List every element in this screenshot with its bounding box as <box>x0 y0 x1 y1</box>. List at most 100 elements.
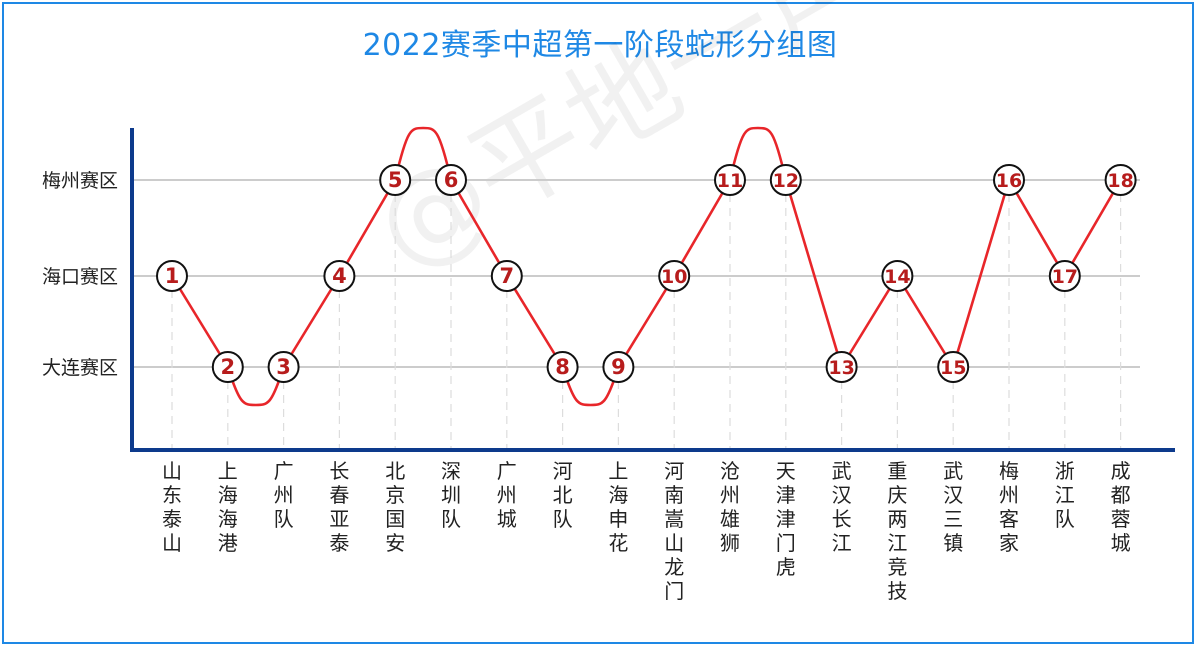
x-tick-char: 队 <box>1055 507 1075 531</box>
x-tick-char: 州 <box>999 483 1019 507</box>
x-tick-char: 庆 <box>887 483 907 507</box>
point-marker-13: 13 <box>825 351 858 383</box>
x-tick-char: 河 <box>664 459 684 483</box>
marker-circle <box>379 164 412 196</box>
x-tick-char: 州 <box>274 483 294 507</box>
x-tick-char: 城 <box>1111 531 1131 555</box>
x-tick-char: 队 <box>441 507 461 531</box>
x-tick-char: 武 <box>832 459 852 483</box>
x-tick-char: 海 <box>218 507 238 531</box>
x-tick-char: 北 <box>385 459 405 483</box>
x-tick-label: 深圳队 <box>441 459 461 531</box>
x-tick-char: 客 <box>999 507 1019 531</box>
x-tick-char: 龙 <box>664 555 684 579</box>
x-tick-char: 都 <box>1111 483 1131 507</box>
x-tick-label: 河北队 <box>553 459 573 531</box>
point-label: 14 <box>884 266 910 288</box>
point-label: 11 <box>717 170 743 192</box>
point-marker-11: 11 <box>714 164 746 196</box>
x-tick-char: 三 <box>943 507 963 531</box>
y-tick-label: 梅州赛区 <box>42 170 118 192</box>
x-tick-char: 雄 <box>720 507 740 531</box>
x-tick-char: 蓉 <box>1111 507 1131 531</box>
point-label: 9 <box>611 355 626 379</box>
x-tick-char: 国 <box>385 507 405 531</box>
point-marker-12: 12 <box>769 164 802 196</box>
point-marker-1: 1 <box>156 260 188 292</box>
x-tick-char: 广 <box>274 459 294 483</box>
x-tick-char: 家 <box>999 531 1019 555</box>
marker-circle <box>1104 164 1137 196</box>
x-tick-char: 江 <box>1055 483 1075 507</box>
point-marker-8: 8 <box>546 351 579 383</box>
x-tick-char: 北 <box>553 483 573 507</box>
x-tick-char: 泰 <box>329 531 349 555</box>
x-tick-char: 沧 <box>720 459 740 483</box>
x-tick-char: 港 <box>218 531 238 555</box>
point-marker-10: 10 <box>658 260 691 292</box>
point-label: 8 <box>555 355 570 379</box>
point-label: 18 <box>1107 170 1133 192</box>
marker-circle <box>211 351 244 383</box>
x-tick-char: 圳 <box>441 483 461 507</box>
x-tick-char: 山 <box>162 459 182 483</box>
point-label: 1 <box>165 264 180 288</box>
x-tick-char: 海 <box>218 483 238 507</box>
marker-circle <box>937 351 970 383</box>
x-tick-char: 安 <box>385 531 405 555</box>
x-tick-char: 长 <box>329 459 349 483</box>
marker-circle <box>435 164 467 196</box>
chart-title: 2022赛季中超第一阶段蛇形分组图 <box>362 28 838 63</box>
x-tick-char: 汉 <box>943 483 963 507</box>
x-tick-char: 武 <box>943 459 963 483</box>
point-marker-3: 3 <box>267 351 300 383</box>
x-tick-label: 广州城 <box>497 459 517 531</box>
point-label: 3 <box>276 355 291 379</box>
point-label: 15 <box>940 357 966 379</box>
point-marker-15: 15 <box>937 351 970 383</box>
x-tick-char: 上 <box>608 459 628 483</box>
x-tick-char: 队 <box>553 507 573 531</box>
point-label: 12 <box>773 170 799 192</box>
marker-circle <box>881 260 914 292</box>
point-marker-6: 6 <box>435 164 467 196</box>
x-tick-char: 嵩 <box>664 507 684 531</box>
x-tick-char: 虎 <box>776 555 796 579</box>
point-label: 13 <box>828 357 854 379</box>
x-tick-char: 花 <box>608 531 628 555</box>
x-tick-char: 长 <box>832 507 852 531</box>
x-tick-char: 门 <box>776 531 796 555</box>
y-tick-label: 大连赛区 <box>42 357 118 379</box>
point-marker-5: 5 <box>379 164 412 196</box>
x-tick-char: 天 <box>776 459 796 483</box>
x-tick-char: 津 <box>776 483 796 507</box>
x-tick-char: 江 <box>832 531 852 555</box>
marker-circle <box>156 260 188 292</box>
point-marker-18: 18 <box>1104 164 1137 196</box>
x-tick-char: 广 <box>497 459 517 483</box>
x-tick-char: 山 <box>664 531 684 555</box>
point-marker-14: 14 <box>881 260 914 292</box>
point-marker-16: 16 <box>993 164 1025 196</box>
point-label: 6 <box>444 168 459 192</box>
x-tick-char: 成 <box>1111 459 1131 483</box>
point-label: 2 <box>220 355 235 379</box>
point-marker-7: 7 <box>490 260 523 292</box>
x-tick-char: 江 <box>887 531 907 555</box>
marker-circle <box>1048 260 1081 292</box>
x-tick-char: 镇 <box>943 531 963 555</box>
point-marker-17: 17 <box>1048 260 1081 292</box>
point-label: 16 <box>996 170 1022 192</box>
x-tick-char: 深 <box>441 459 461 483</box>
x-tick-char: 队 <box>274 507 294 531</box>
